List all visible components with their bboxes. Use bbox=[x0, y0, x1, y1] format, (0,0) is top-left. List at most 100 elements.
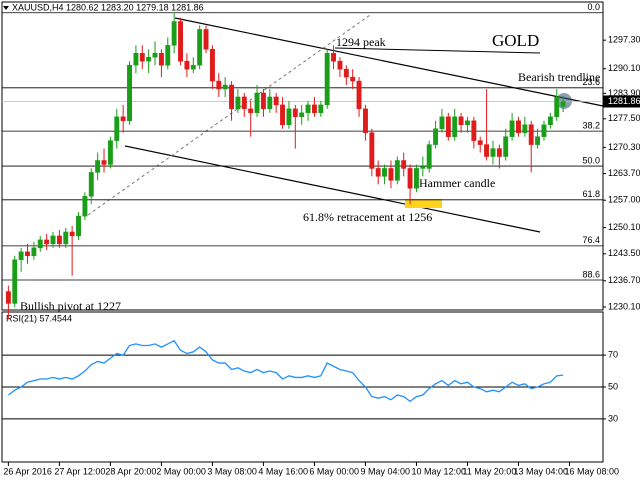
candle-body bbox=[433, 128, 439, 145]
y-tick-label: 1297.30 bbox=[608, 35, 640, 45]
y-tick-label: 50 bbox=[608, 381, 618, 391]
candle-body bbox=[541, 124, 547, 137]
fib-label: 76.4 bbox=[582, 235, 600, 245]
candle-body bbox=[426, 144, 432, 169]
annotation: Hammer candle bbox=[419, 176, 495, 190]
candle-body bbox=[356, 80, 362, 110]
candle-body bbox=[458, 116, 464, 125]
candle-body bbox=[292, 108, 298, 118]
fib-label: 38.2 bbox=[582, 120, 600, 130]
candle-body bbox=[120, 116, 126, 122]
candle-body bbox=[229, 84, 234, 110]
candle-body bbox=[31, 247, 37, 257]
candle-body bbox=[63, 231, 69, 245]
candle-body bbox=[343, 68, 349, 78]
candle-body bbox=[280, 104, 286, 125]
candle-body bbox=[535, 136, 541, 145]
candle-body bbox=[88, 172, 94, 197]
candle-body bbox=[273, 96, 279, 106]
candle-body bbox=[260, 92, 266, 110]
symbol-icon bbox=[3, 6, 9, 10]
candle-body bbox=[95, 160, 101, 173]
candle-body bbox=[375, 168, 381, 177]
annotation: 1294 peak bbox=[336, 35, 386, 49]
candle-body bbox=[388, 168, 394, 181]
candle-body bbox=[216, 80, 222, 90]
candle-body bbox=[560, 101, 566, 107]
x-tick-label: 26 Apr 2016 bbox=[3, 466, 52, 476]
candle-body bbox=[267, 96, 273, 110]
fib-label: 0.0 bbox=[587, 2, 600, 12]
candle-body bbox=[439, 116, 445, 129]
candle-body bbox=[401, 160, 407, 169]
fib-label: 88.6 bbox=[582, 269, 600, 279]
marker-circle bbox=[556, 93, 572, 109]
annotation: GOLD bbox=[492, 31, 539, 50]
candle-body bbox=[254, 92, 260, 114]
candle-body bbox=[350, 76, 356, 82]
candle-body bbox=[171, 21, 177, 46]
y-tick-label: 1283.90 bbox=[608, 88, 640, 98]
candle-body bbox=[50, 235, 56, 245]
candle-body bbox=[152, 53, 158, 58]
candle-body bbox=[299, 112, 305, 118]
x-tick-label: 16 May 08:00 bbox=[564, 466, 619, 476]
candle-body bbox=[414, 168, 419, 189]
x-tick-label: 13 May 04:00 bbox=[513, 466, 568, 476]
fib-label: 50.0 bbox=[582, 155, 600, 165]
x-tick-label: 6 May 00:00 bbox=[309, 466, 359, 476]
rsi-line bbox=[7, 339, 564, 403]
annotation: 61.8% retracement at 1256 bbox=[303, 210, 432, 224]
y-tick-label: 1250.10 bbox=[608, 222, 640, 232]
candle-body bbox=[222, 84, 228, 90]
candle-body bbox=[331, 53, 337, 62]
y-tick-label: 1257.00 bbox=[608, 195, 640, 205]
candle-body bbox=[127, 64, 132, 122]
y-tick-label: 30 bbox=[608, 413, 618, 423]
candle-body bbox=[5, 291, 11, 304]
candle-body bbox=[69, 231, 75, 237]
candle-body bbox=[37, 239, 43, 249]
candle-body bbox=[178, 21, 183, 62]
candle-body bbox=[509, 120, 515, 137]
y-tick-label: 1277.50 bbox=[608, 113, 640, 123]
peak-line bbox=[334, 47, 541, 54]
candle-body bbox=[197, 29, 203, 66]
fib-diagonal bbox=[87, 14, 371, 216]
candle-body bbox=[190, 64, 196, 70]
fib-label: 61.8 bbox=[582, 189, 600, 199]
candle-body bbox=[44, 239, 50, 245]
candle-body bbox=[465, 120, 470, 125]
x-tick-label: 2 May 00:00 bbox=[156, 466, 206, 476]
x-tick-label: 27 Apr 12:00 bbox=[54, 466, 105, 476]
candle-body bbox=[114, 116, 120, 141]
y-tick-label: 1243.50 bbox=[608, 248, 640, 258]
candle-body bbox=[547, 116, 553, 125]
main-panel bbox=[1, 1, 604, 311]
fib-label: 23.6 bbox=[582, 77, 600, 87]
candle-body bbox=[337, 60, 343, 70]
y-tick-label: 70 bbox=[608, 349, 618, 359]
candle-body bbox=[522, 124, 528, 133]
candle-body bbox=[407, 168, 413, 189]
y-tick-label: 1270.30 bbox=[608, 142, 640, 152]
candle-body bbox=[203, 29, 209, 50]
candle-body bbox=[241, 96, 247, 110]
annotation: Bullish pivot at 1227 bbox=[20, 299, 121, 313]
candle-body bbox=[452, 116, 458, 137]
candle-body bbox=[471, 120, 477, 141]
candle-body bbox=[445, 116, 451, 137]
upper-trendline bbox=[174, 17, 604, 107]
candle-body bbox=[305, 104, 311, 114]
candle-body bbox=[18, 251, 24, 261]
candle-body bbox=[382, 168, 388, 177]
candle-body bbox=[184, 60, 190, 70]
candle-body bbox=[101, 160, 107, 165]
candle-body bbox=[235, 96, 241, 110]
annotation: Bearish trendline bbox=[518, 70, 600, 84]
candle-body bbox=[369, 132, 375, 169]
candle-body bbox=[248, 108, 254, 114]
y-tick-label: 1263.70 bbox=[608, 168, 640, 178]
candle-body bbox=[362, 108, 368, 133]
